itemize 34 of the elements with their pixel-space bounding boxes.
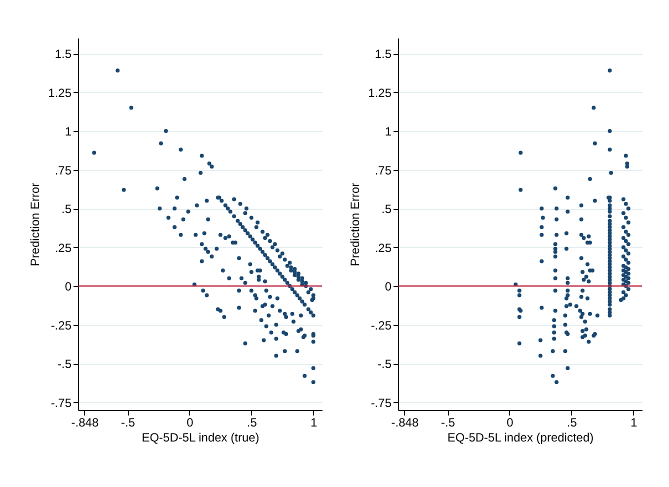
y-tick-label: .25 bbox=[374, 240, 392, 255]
y-tick-label: .75 bbox=[374, 163, 392, 178]
y-tick-label: 0 bbox=[384, 280, 392, 294]
y-tick-label: -.5 bbox=[377, 357, 392, 371]
x-axis-title: EQ-5D-5L index (predicted) bbox=[447, 430, 594, 444]
y-axis-title: Prediction Error bbox=[28, 182, 42, 266]
x-tick-label: 0 bbox=[186, 416, 194, 430]
y-tick-label: -.25 bbox=[370, 318, 392, 332]
y-tick-label: -.75 bbox=[50, 396, 72, 410]
y-tick-label: 0 bbox=[64, 280, 72, 294]
y-tick-label: -.5 bbox=[57, 357, 72, 371]
y-tick-label: .5 bbox=[381, 202, 392, 216]
x-tick-label: -.848 bbox=[71, 416, 99, 430]
y-tick-label: 1 bbox=[384, 124, 392, 138]
x-axis-title: EQ-5D-5L index (true) bbox=[142, 430, 260, 444]
x-tick-label: .5 bbox=[246, 416, 258, 430]
x-tick-label: .5 bbox=[566, 416, 578, 430]
y-tick-label: 1.5 bbox=[374, 47, 392, 61]
x-tick-label: -.848 bbox=[391, 416, 419, 430]
y-tick-label: .75 bbox=[54, 163, 72, 178]
x-tick-label: -.5 bbox=[121, 416, 136, 430]
y-tick-label: 1.5 bbox=[54, 47, 72, 61]
x-tick-label: 0 bbox=[506, 416, 514, 430]
x-tick-label: 1 bbox=[310, 416, 318, 430]
y-tick-label: -.25 bbox=[50, 318, 72, 332]
x-tick-label: -.5 bbox=[441, 416, 456, 430]
x-tick-label: 1 bbox=[630, 416, 638, 430]
y-axis-title: Prediction Error bbox=[348, 182, 362, 266]
y-tick-label: 1 bbox=[64, 124, 72, 138]
y-tick-label: 1.25 bbox=[48, 86, 72, 100]
y-tick-label: 1.25 bbox=[368, 86, 392, 100]
y-tick-label: .5 bbox=[61, 202, 72, 216]
y-tick-label: .25 bbox=[54, 240, 72, 255]
y-tick-label: -.75 bbox=[370, 396, 392, 410]
